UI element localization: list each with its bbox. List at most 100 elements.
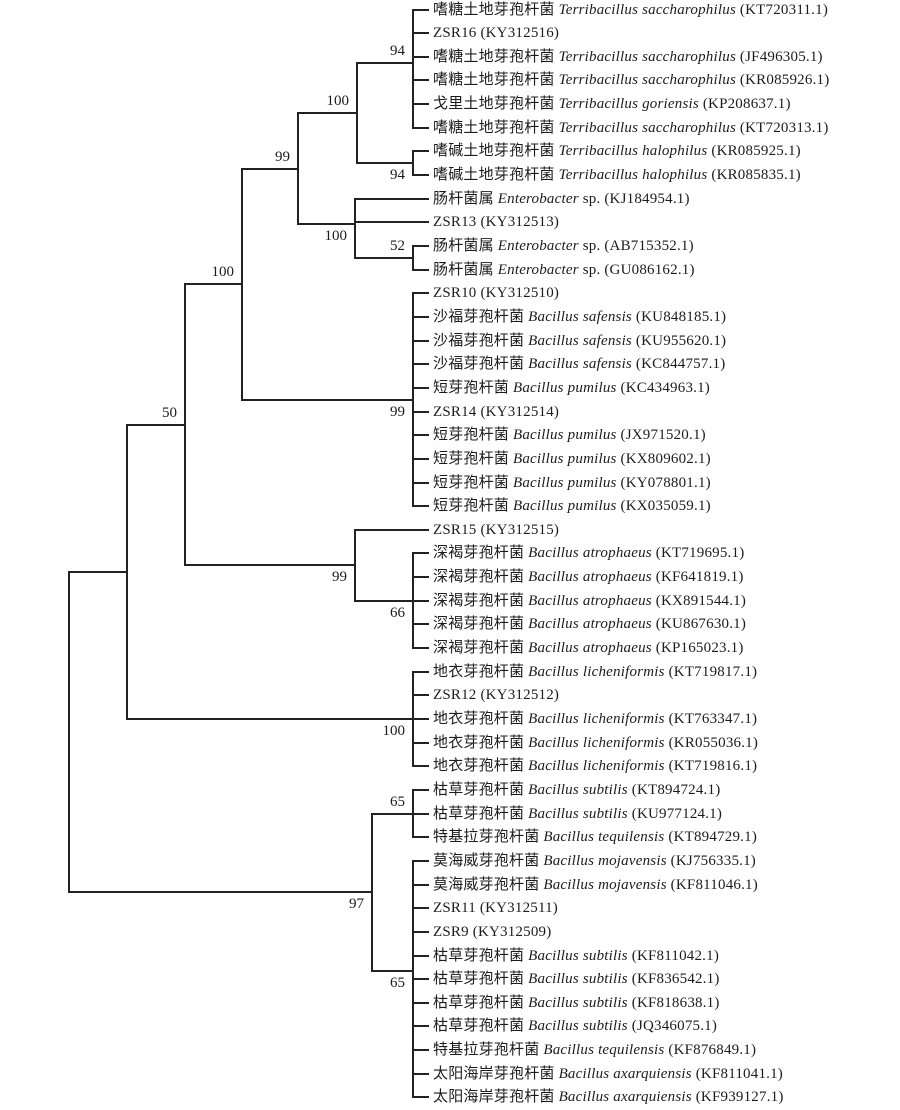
taxon-latin-name: Bacillus safensis (528, 308, 632, 325)
tree-branch-vertical (354, 528, 356, 602)
taxon-name-prefix: 沙福芽孢杆菌 (433, 332, 529, 349)
taxon-label: 短芽孢杆菌 Bacillus pumilus (KY078801.1) (433, 473, 711, 493)
taxon-accession: (KR085926.1) (735, 72, 830, 89)
tree-branch-vertical (412, 859, 414, 1099)
tree-branch-vertical (297, 112, 299, 225)
tree-branch-vertical (241, 167, 243, 401)
tree-branch-horizontal (413, 505, 429, 508)
taxon-latin-name: Bacillus atrophaeus (528, 592, 652, 609)
taxon-name-prefix: 地衣芽孢杆菌 (433, 758, 529, 775)
taxon-name-prefix: ZSR13 (KY312513) (433, 214, 560, 231)
taxon-name-prefix: 枯草芽孢杆菌 (433, 781, 529, 798)
tree-branch-horizontal (413, 481, 429, 484)
tree-branch-vertical (354, 197, 356, 259)
taxon-accession: (KT719816.1) (664, 758, 758, 775)
taxon-name-prefix: 特基拉芽孢杆菌 (433, 1042, 544, 1059)
taxon-name-prefix: 枯草芽孢杆菌 (433, 994, 529, 1011)
taxon-latin-name: Bacillus subtilis (528, 1018, 628, 1035)
tree-branch-horizontal (413, 765, 429, 768)
taxon-name-prefix: 地衣芽孢杆菌 (433, 663, 529, 680)
taxon-latin-name: Bacillus subtilis (528, 781, 628, 798)
tree-branch-horizontal (355, 197, 429, 200)
taxon-label: 枯草芽孢杆菌 Bacillus subtilis (KF836542.1) (433, 969, 720, 989)
tree-branch-horizontal (127, 423, 185, 426)
taxon-latin-name: Bacillus safensis (528, 356, 632, 373)
taxon-accession: (KF836542.1) (627, 971, 720, 988)
taxon-accession: (KF811041.1) (691, 1065, 783, 1082)
tree-branch-horizontal (413, 623, 429, 626)
taxon-label: 枯草芽孢杆菌 Bacillus subtilis (KF811042.1) (433, 946, 719, 966)
taxon-label: 深褐芽孢杆菌 Bacillus atrophaeus (KF641819.1) (433, 567, 744, 587)
tree-branch-horizontal (413, 788, 429, 791)
taxon-name-prefix: 嗜碱土地芽孢杆菌 (433, 143, 559, 160)
tree-branch-horizontal (357, 62, 413, 64)
tree-branch-horizontal (413, 292, 429, 295)
bootstrap-value: 94 (390, 167, 405, 184)
taxon-label: 枯草芽孢杆菌 Bacillus subtilis (JQ346075.1) (433, 1016, 717, 1036)
taxon-accession: (KT894729.1) (664, 829, 758, 846)
tree-branch-horizontal (413, 363, 429, 366)
taxon-label: 莫海威芽孢杆菌 Bacillus mojavensis (KJ756335.1) (433, 851, 756, 871)
taxon-latin-name: Bacillus pumilus (512, 498, 617, 515)
taxon-accession: (JX971520.1) (616, 427, 706, 444)
taxon-label: 深褐芽孢杆菌 Bacillus atrophaeus (KP165023.1) (433, 638, 744, 658)
taxon-accession: (KT763347.1) (664, 711, 758, 727)
taxon-label: 肠杆菌属 Enterobacter sp. (AB715352.1) (433, 236, 694, 256)
taxon-name-prefix: 嗜糖土地芽孢杆菌 (433, 119, 559, 136)
tree-branch-vertical (412, 150, 414, 177)
tree-branch-horizontal (413, 174, 429, 177)
tree-branch-horizontal (355, 528, 429, 531)
taxon-name-prefix: 嗜碱土地芽孢杆菌 (433, 167, 559, 184)
bootstrap-value: 100 (326, 93, 350, 110)
tree-branch-horizontal (413, 126, 429, 129)
taxon-name-prefix: 地衣芽孢杆菌 (433, 711, 529, 727)
tree-branch-horizontal (413, 859, 429, 862)
taxon-name-prefix: 深褐芽孢杆菌 (433, 592, 529, 609)
taxon-label: 沙福芽孢杆菌 Bacillus safensis (KU955620.1) (433, 331, 726, 351)
taxon-accession: (KU955620.1) (631, 332, 727, 349)
taxon-accession: (KU977124.1) (627, 805, 723, 822)
taxon-name-prefix: 地衣芽孢杆菌 (433, 734, 529, 751)
taxon-name-prefix: 短芽孢杆菌 (433, 474, 513, 491)
taxon-name-prefix: 莫海威芽孢杆菌 (433, 852, 544, 869)
taxon-name-prefix: 深褐芽孢杆菌 (433, 640, 529, 657)
taxon-label: 嗜糖土地芽孢杆菌 Terribacillus saccharophilus (J… (433, 47, 823, 67)
taxon-accession: (KR085835.1) (707, 167, 801, 184)
taxon-label: 肠杆菌属 Enterobacter sp. (KJ184954.1) (433, 189, 690, 209)
taxon-label: 嗜糖土地芽孢杆菌 Terribacillus saccharophilus (K… (433, 118, 829, 138)
taxon-accession: (KX891544.1) (651, 592, 747, 609)
tree-branch-horizontal (413, 245, 429, 247)
taxon-latin-name: Bacillus licheniformis (528, 734, 665, 751)
taxon-name-prefix: 枯草芽孢杆菌 (433, 971, 529, 988)
taxon-label: 深褐芽孢杆菌 Bacillus atrophaeus (KX891544.1) (433, 591, 746, 611)
taxon-accession: (KT719817.1) (664, 663, 758, 680)
taxon-accession: sp. (GU086162.1) (578, 261, 695, 278)
taxon-label: 地衣芽孢杆菌 Bacillus licheniformis (KT719817.… (433, 662, 757, 682)
taxon-name-prefix: 短芽孢杆菌 (433, 450, 513, 467)
taxon-latin-name: Terribacillus halophilus (558, 143, 708, 160)
bootstrap-value: 100 (382, 723, 406, 739)
taxon-latin-name: Bacillus atrophaeus (528, 616, 652, 633)
taxon-label: 嗜碱土地芽孢杆菌 Terribacillus halophilus (KR085… (433, 165, 801, 185)
taxon-name-prefix: ZSR9 (KY312509) (433, 923, 552, 940)
tree-branch-vertical (356, 62, 358, 165)
taxon-latin-name: Bacillus mojavensis (543, 852, 667, 869)
taxon-label: ZSR16 (KY312516) (433, 23, 559, 43)
taxon-label: ZSR9 (KY312509) (433, 922, 551, 942)
tree-branch-horizontal (413, 1049, 429, 1052)
tree-branch-horizontal (413, 741, 429, 744)
tree-branch-horizontal (242, 167, 298, 170)
taxon-name-prefix: 莫海威芽孢杆菌 (433, 876, 544, 893)
tree-branch-horizontal (355, 599, 413, 602)
tree-branch-horizontal (413, 386, 429, 389)
taxon-latin-name: Bacillus subtilis (528, 947, 628, 964)
tree-branch-horizontal (413, 410, 429, 413)
taxon-name-prefix: 肠杆菌属 (433, 238, 498, 254)
taxon-accession: (KY078801.1) (616, 474, 711, 491)
taxon-latin-name: Bacillus atrophaeus (528, 569, 652, 586)
taxon-latin-name: Bacillus subtilis (528, 971, 628, 988)
tree-branch-horizontal (413, 1001, 429, 1004)
taxon-name-prefix: 枯草芽孢杆菌 (433, 805, 529, 822)
taxon-accession: (KP208637.1) (698, 96, 791, 113)
bootstrap-value: 100 (211, 264, 235, 281)
